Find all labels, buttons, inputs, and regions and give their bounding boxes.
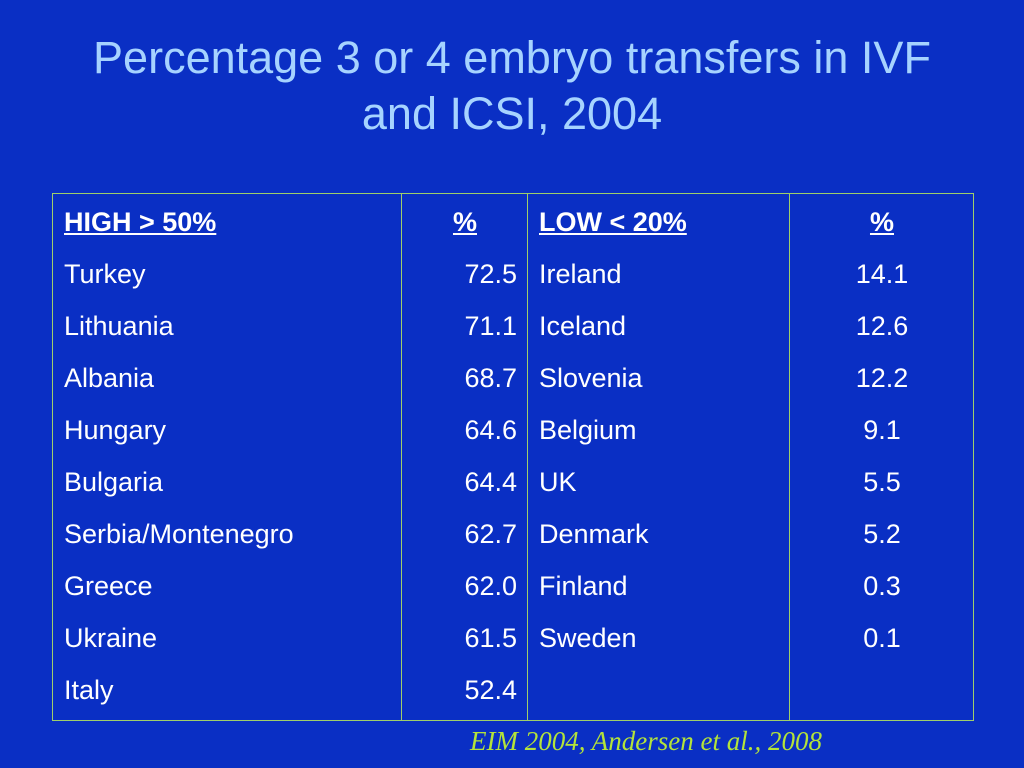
high-country: Lithuania — [64, 311, 174, 341]
high-value: 68.7 — [464, 363, 517, 393]
low-value: 9.1 — [863, 415, 901, 445]
low-country: Denmark — [539, 519, 649, 549]
low-value-header: % — [869, 207, 894, 237]
low-country: Finland — [539, 571, 628, 601]
high-value-header: % — [452, 207, 477, 237]
low-country: Ireland — [539, 259, 622, 289]
high-value-column: % 72.5 71.1 68.7 64.6 64.4 62.7 62.0 61.… — [401, 193, 528, 721]
slide-title: Percentage 3 or 4 embryo transfers in IV… — [0, 30, 1024, 142]
high-value: 61.5 — [464, 623, 517, 653]
low-country: Iceland — [539, 311, 627, 341]
high-country: Albania — [64, 363, 155, 393]
low-country: Slovenia — [539, 363, 643, 393]
low-country: Sweden — [539, 623, 637, 653]
low-header: LOW < 20% — [539, 207, 687, 237]
high-value: 71.1 — [464, 311, 517, 341]
low-value: 12.6 — [855, 311, 909, 341]
high-country: Hungary — [64, 415, 167, 445]
high-header: HIGH > 50% — [64, 207, 217, 237]
low-value: 5.5 — [863, 467, 901, 497]
high-value: 64.6 — [464, 415, 517, 445]
high-country: Serbia/Montenegro — [64, 519, 294, 549]
low-value: 5.2 — [863, 519, 901, 549]
slide-title-line-2: and ICSI, 2004 — [361, 88, 663, 139]
high-country: Italy — [64, 675, 114, 705]
slide-title-line-1: Percentage 3 or 4 embryo transfers in IV… — [93, 32, 931, 83]
high-value: 64.4 — [464, 467, 517, 497]
high-country: Turkey — [64, 259, 146, 289]
low-country: UK — [539, 467, 577, 497]
high-country-column: HIGH > 50% Turkey Lithuania Albania Hung… — [52, 193, 402, 721]
high-value: 62.0 — [464, 571, 517, 601]
low-country: Belgium — [539, 415, 637, 445]
low-value: 0.3 — [863, 571, 901, 601]
high-country: Ukraine — [64, 623, 158, 653]
embryo-transfer-table: HIGH > 50% Turkey Lithuania Albania Hung… — [52, 193, 974, 721]
low-value-column: % 14.1 12.6 12.2 9.1 5.5 5.2 0.3 0.1 — [789, 193, 974, 721]
high-value: 72.5 — [464, 259, 517, 289]
high-country: Bulgaria — [64, 467, 164, 497]
low-value: 12.2 — [855, 363, 909, 393]
low-value: 0.1 — [863, 623, 901, 653]
source-citation: EIM 2004, Andersen et al., 2008 — [470, 726, 822, 756]
high-country: Greece — [64, 571, 153, 601]
high-value: 52.4 — [464, 675, 517, 705]
high-value: 62.7 — [464, 519, 517, 549]
low-country-column: LOW < 20% Ireland Iceland Slovenia Belgi… — [527, 193, 790, 721]
low-value: 14.1 — [855, 259, 909, 289]
